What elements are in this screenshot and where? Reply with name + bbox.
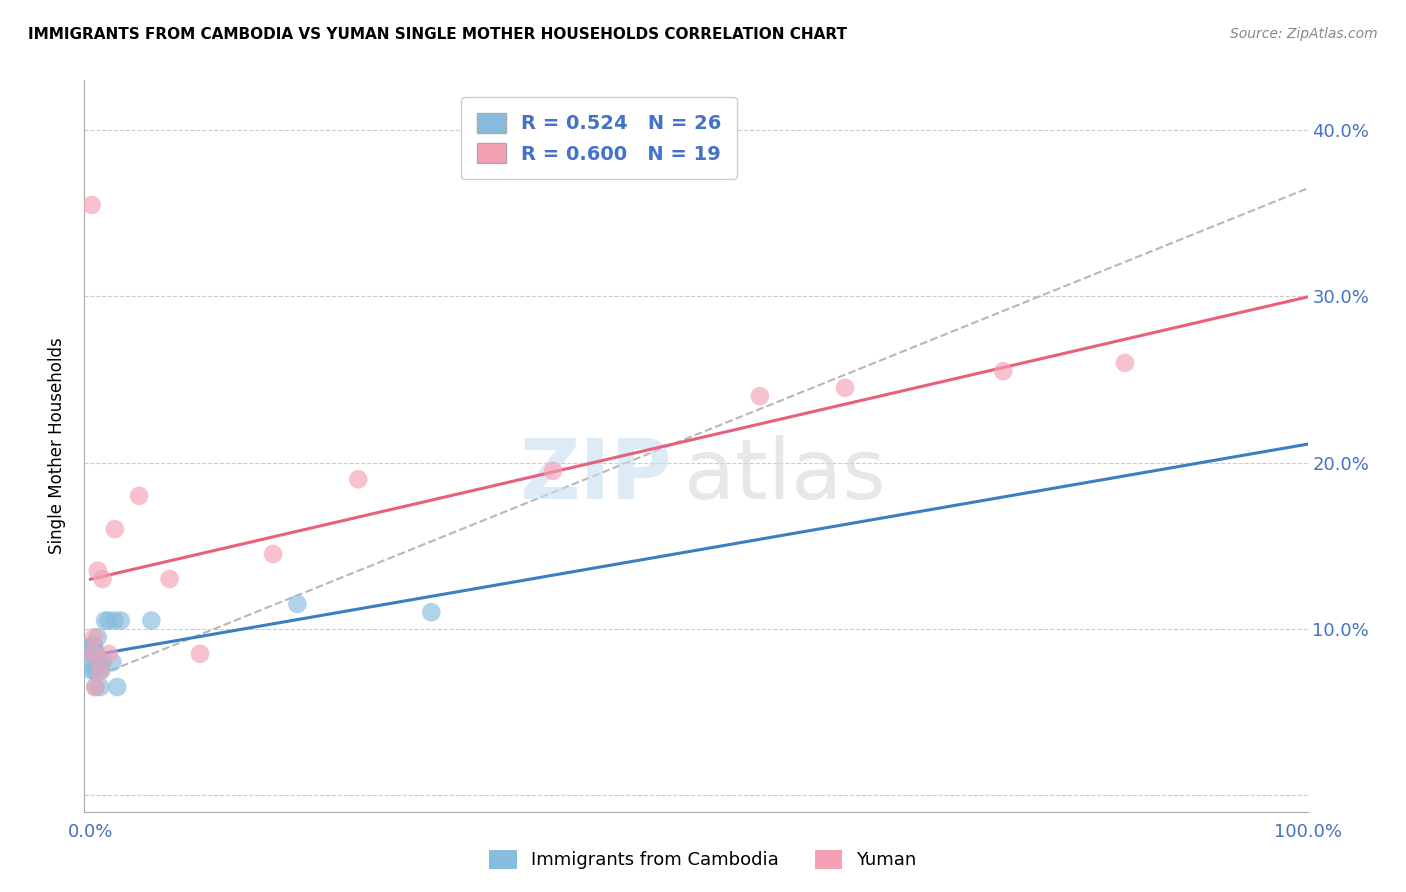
Text: atlas: atlas	[683, 434, 886, 516]
Point	[420, 605, 443, 619]
Point	[82, 647, 104, 661]
Point	[97, 647, 120, 661]
Point	[101, 655, 124, 669]
Point	[84, 680, 107, 694]
Point	[97, 614, 120, 628]
Point	[87, 564, 110, 578]
Text: Source: ZipAtlas.com: Source: ZipAtlas.com	[1230, 27, 1378, 41]
Point	[1114, 356, 1136, 370]
Point	[128, 489, 150, 503]
Point	[141, 614, 163, 628]
Point	[188, 647, 211, 661]
Point	[94, 614, 117, 628]
Point	[90, 664, 112, 678]
Point	[87, 630, 110, 644]
Point	[104, 522, 127, 536]
Point	[80, 647, 103, 661]
Text: IMMIGRANTS FROM CAMBODIA VS YUMAN SINGLE MOTHER HOUSEHOLDS CORRELATION CHART: IMMIGRANTS FROM CAMBODIA VS YUMAN SINGLE…	[28, 27, 848, 42]
Text: ZIP: ZIP	[519, 434, 672, 516]
Y-axis label: Single Mother Households: Single Mother Households	[48, 338, 66, 554]
Point	[89, 664, 111, 678]
Point	[83, 630, 105, 644]
Legend: Immigrants from Cambodia, Yuman: Immigrants from Cambodia, Yuman	[481, 841, 925, 879]
Point	[347, 472, 370, 486]
Point	[82, 647, 104, 661]
Point	[262, 547, 284, 561]
Point	[86, 647, 108, 661]
Point	[91, 655, 114, 669]
Point	[82, 655, 104, 669]
Point	[748, 389, 770, 403]
Point	[993, 364, 1015, 378]
Point	[91, 572, 114, 586]
Point	[83, 664, 105, 678]
Point	[80, 198, 103, 212]
Point	[84, 680, 107, 694]
Point	[834, 381, 856, 395]
Point	[86, 664, 108, 678]
Point	[80, 664, 103, 678]
Point	[83, 639, 105, 653]
Point	[541, 464, 564, 478]
Point	[105, 680, 128, 694]
Point	[110, 614, 132, 628]
Point	[89, 680, 111, 694]
Point	[80, 639, 103, 653]
Point	[87, 655, 110, 669]
Legend: R = 0.524   N = 26, R = 0.600   N = 19: R = 0.524 N = 26, R = 0.600 N = 19	[461, 97, 737, 179]
Point	[104, 614, 127, 628]
Point	[285, 597, 308, 611]
Point	[84, 647, 107, 661]
Point	[159, 572, 181, 586]
Point	[82, 639, 104, 653]
